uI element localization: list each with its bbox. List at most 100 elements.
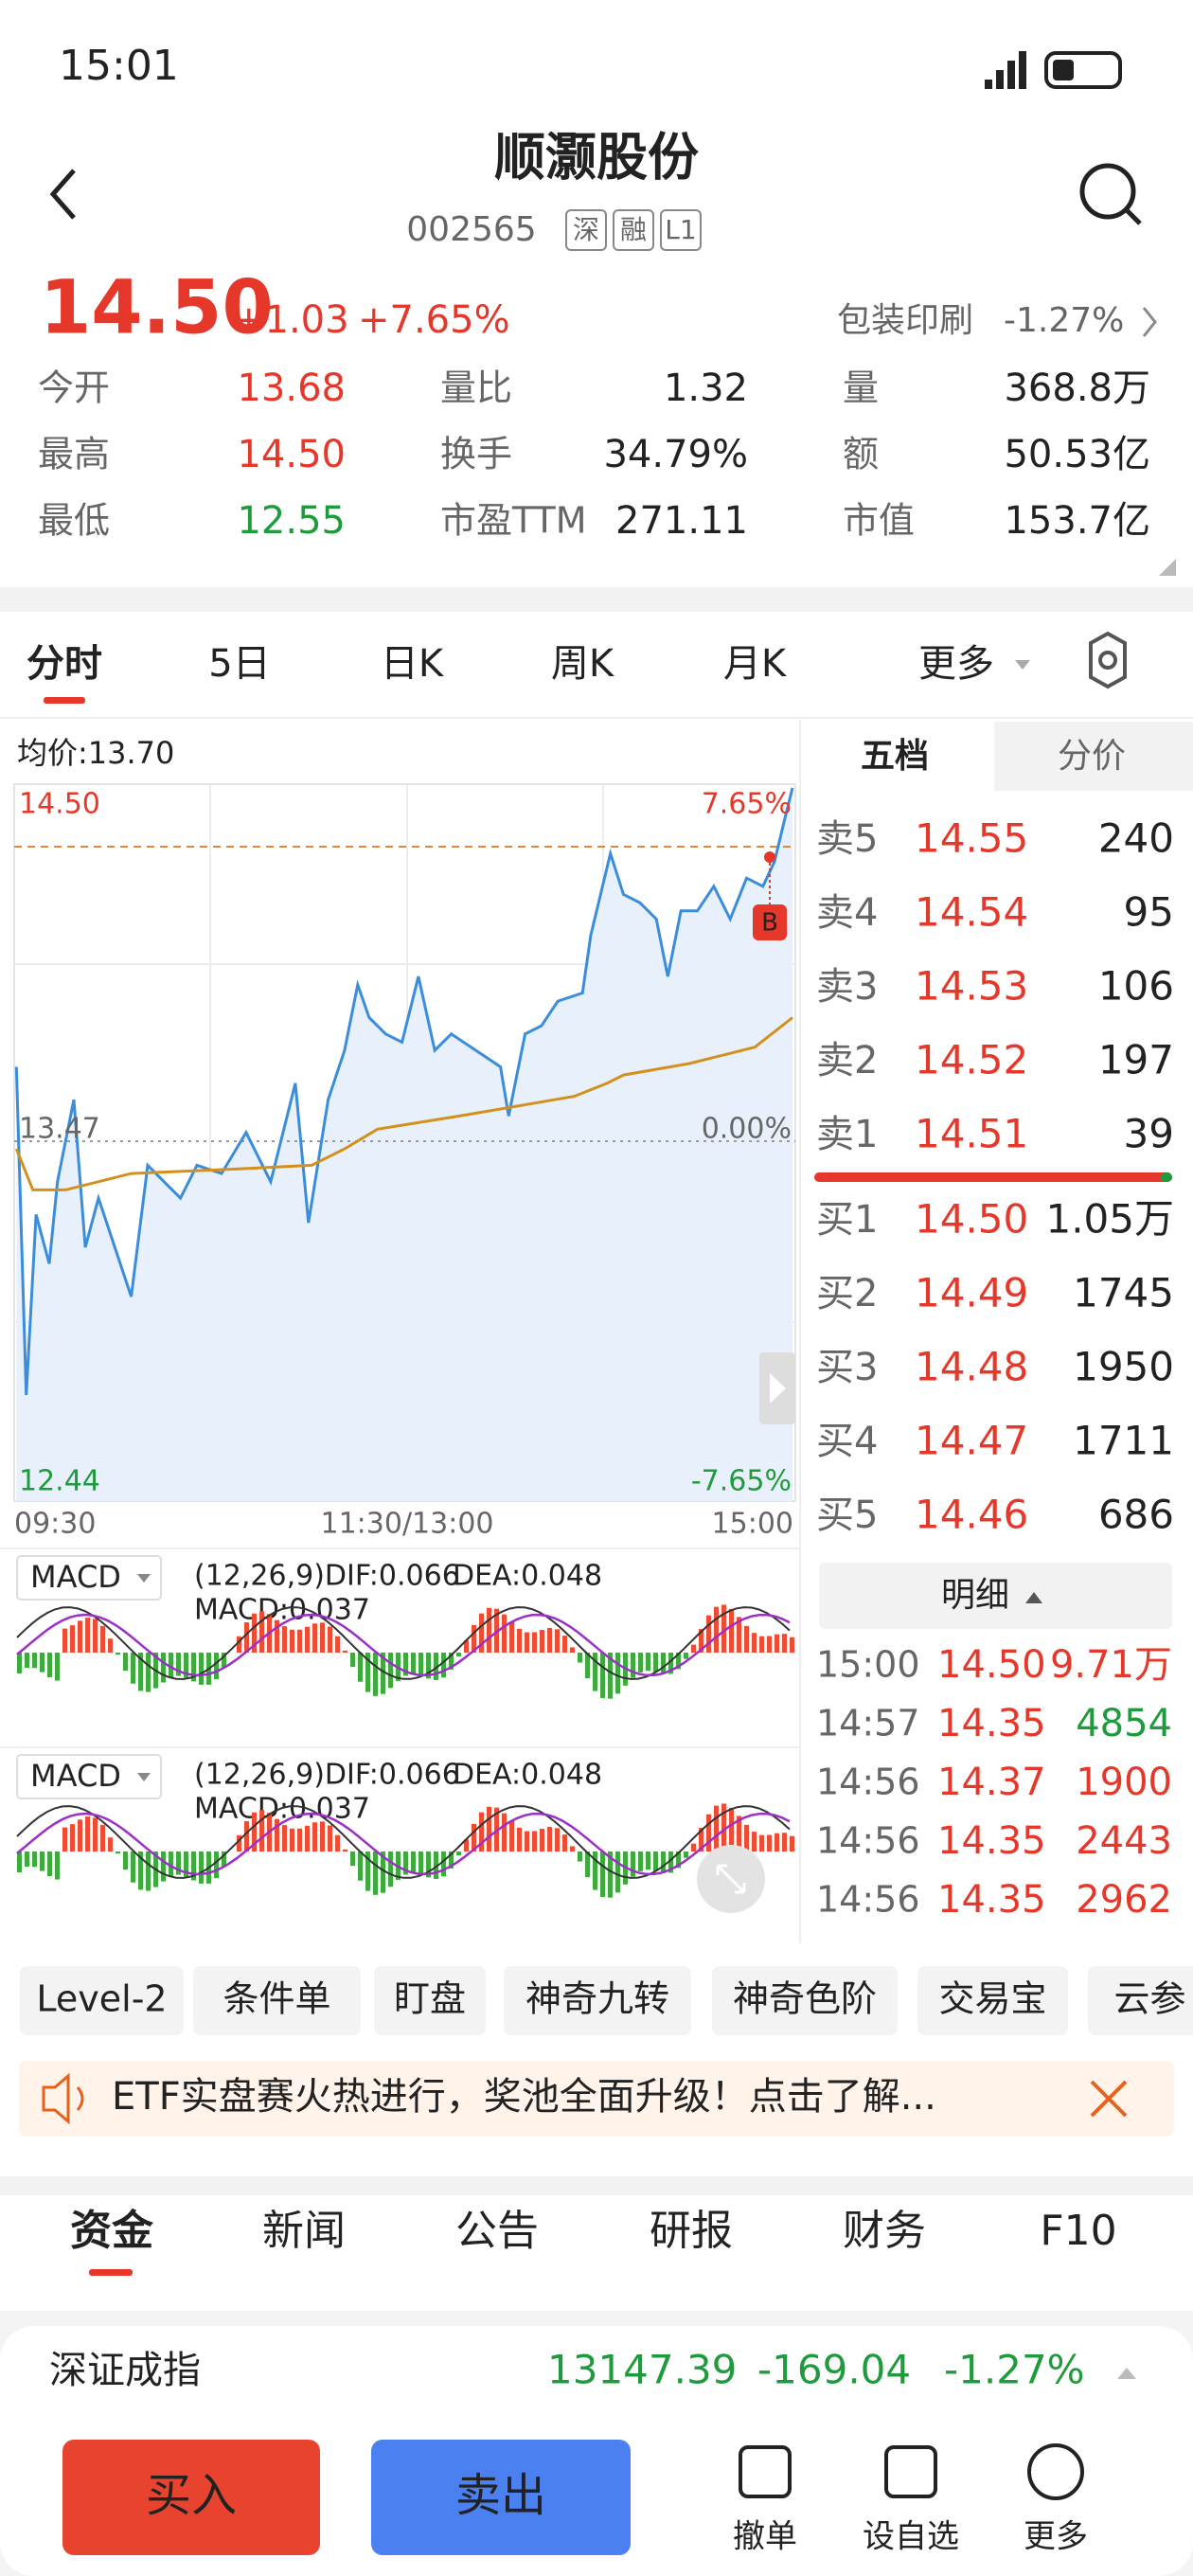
trade-price: 14.35 (937, 1878, 1046, 1922)
macd-bar (244, 1622, 249, 1653)
chart-tab[interactable]: 月K (723, 642, 788, 686)
macd-bar (237, 1636, 241, 1653)
macd-bar (517, 1628, 522, 1653)
macd-bar (570, 1846, 575, 1852)
macd-bar (191, 1653, 196, 1682)
info-tab[interactable]: F10 (1040, 2207, 1116, 2255)
macd-bar (600, 1852, 605, 1898)
macd-bar (479, 1812, 484, 1852)
price-area (16, 787, 793, 1501)
macd-bar (525, 1632, 529, 1653)
book-price: 14.46 (915, 1492, 1028, 1538)
macd-bar (17, 1653, 22, 1674)
banner-bg[interactable] (19, 2061, 1174, 2137)
macd-bar (638, 1852, 643, 1871)
macd-bar (699, 1828, 703, 1852)
macd-bar (138, 1653, 143, 1691)
macd-bar (608, 1852, 613, 1898)
chart-tab[interactable]: 日K (381, 642, 445, 686)
info-tab[interactable]: 新闻 (262, 2207, 346, 2255)
macd-bar (32, 1852, 37, 1868)
chart-tab[interactable]: 分时 (27, 642, 102, 686)
settings-dot (1098, 651, 1117, 670)
search-handle (1125, 208, 1142, 225)
macd-bar (411, 1653, 416, 1674)
tool-chip[interactable] (712, 1966, 898, 2035)
index-caret (1117, 2368, 1136, 2379)
macd-bar (55, 1653, 60, 1681)
macd-bar (176, 1653, 181, 1676)
chart-tab[interactable]: 周K (551, 642, 615, 686)
stat-label: 额 (843, 434, 879, 475)
macd-bar (714, 1606, 719, 1653)
trade-price: 14.50 (937, 1643, 1046, 1687)
sell-button[interactable] (371, 2440, 631, 2555)
macd-bar (100, 1824, 105, 1852)
macd-bar (116, 1852, 120, 1854)
action-icon[interactable] (884, 2445, 937, 2498)
book-tab[interactable]: 五档 (861, 737, 929, 776)
macd-bar (790, 1637, 794, 1653)
book-label: 买3 (816, 1346, 878, 1389)
macd-bar (388, 1852, 393, 1887)
ratio-bar (814, 1172, 1172, 1182)
macd-selector[interactable] (16, 1754, 162, 1799)
info-tab[interactable]: 财务 (843, 2207, 926, 2255)
time-label: 11:30/13:00 (320, 1508, 493, 1541)
macd-bar (668, 1852, 673, 1873)
macd-bar (70, 1625, 75, 1653)
stat-value: 13.68 (237, 367, 346, 410)
info-tab[interactable]: 资金 (70, 2207, 154, 2255)
action-icon[interactable] (739, 2445, 792, 2498)
macd-bar (78, 1819, 82, 1852)
index-change: -169.04 (757, 2347, 911, 2393)
tool-chip[interactable] (1088, 1966, 1193, 2035)
tool-label: Level-2 (36, 1978, 167, 2020)
info-tab[interactable]: 公告 (455, 2207, 539, 2255)
macd-bar (426, 1653, 431, 1679)
stat-label: 量 (843, 367, 879, 409)
search-button[interactable] (1079, 163, 1136, 220)
macd-bar (653, 1653, 658, 1673)
macd-bar (472, 1624, 476, 1653)
chart-tab[interactable]: 5日 (208, 642, 270, 686)
back-button[interactable] (49, 169, 76, 220)
macd-params: (12,26,9)DIF:0.066 (194, 1759, 460, 1792)
macd-caret (137, 1773, 151, 1781)
macd-bar (381, 1852, 385, 1893)
macd-bar (441, 1852, 446, 1877)
macd-bar (275, 1619, 279, 1653)
action-icon[interactable] (1027, 2443, 1084, 2500)
detail-caret (1025, 1592, 1042, 1603)
macd-selector[interactable] (16, 1555, 162, 1601)
macd-bar (418, 1653, 423, 1676)
macd-bar (449, 1653, 454, 1670)
macd-caret (137, 1574, 151, 1583)
settings-button[interactable] (1089, 631, 1127, 689)
macd-bar (365, 1653, 370, 1692)
dea-line (16, 1613, 791, 1677)
marker: B (761, 909, 778, 938)
tool-chip[interactable] (504, 1966, 691, 2035)
buy-button[interactable] (62, 2440, 320, 2555)
macd-bar (47, 1653, 52, 1678)
macd-bar (752, 1633, 757, 1653)
info-tab[interactable]: 研报 (650, 2207, 733, 2255)
macd-bar (184, 1852, 188, 1877)
macd-bar (532, 1632, 537, 1653)
banner-close[interactable] (1090, 2080, 1128, 2118)
detail-bar[interactable] (819, 1563, 1172, 1629)
marker-dot (764, 851, 775, 863)
tool-chip[interactable] (193, 1966, 361, 2035)
macd-bar (312, 1623, 317, 1653)
book-volume: 197 (1098, 1037, 1174, 1083)
tool-chip[interactable] (374, 1966, 486, 2035)
macd-bar (706, 1615, 711, 1653)
tool-chip[interactable] (917, 1966, 1068, 2035)
speaker-icon (42, 2072, 84, 2125)
tool-chip[interactable] (20, 1966, 184, 2035)
chart-tab[interactable]: 更多 (918, 642, 994, 686)
book-tab[interactable]: 分价 (1058, 737, 1126, 776)
macd-bar (540, 1829, 544, 1852)
macd-bar (714, 1805, 719, 1852)
